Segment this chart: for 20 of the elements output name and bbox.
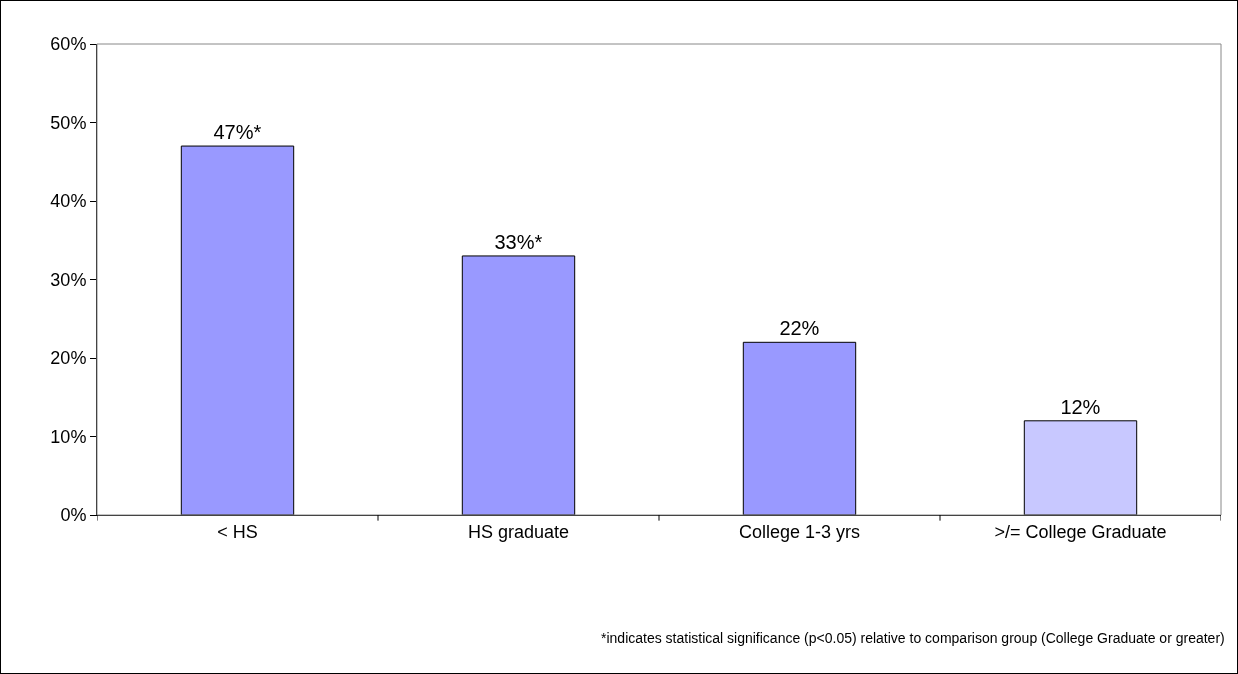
x-tick-label: College 1-3 yrs [738,521,861,542]
text: *indicates statistical significance (p<0.05) relative to comparison group (College Graduate or greater) [601,630,1225,646]
x-tick-label: HS graduate [467,521,570,542]
bar [461,255,576,515]
bar [1023,420,1138,515]
y-tick-label: 10% [50,426,87,447]
data-label: 12% [1060,395,1101,418]
y-tick-label: 50% [50,112,87,133]
x-tick-label: < HS [217,521,258,542]
data-label: 22% [779,317,820,340]
bar [742,341,857,515]
x-tick-label: >/= College Graduate [994,521,1167,542]
y-tick-label: 0% [60,505,87,526]
y-tick-label: 40% [50,191,87,212]
y-tick-label: 20% [50,348,87,369]
bar [180,145,295,515]
y-tick-label: 60% [50,34,87,55]
data-label: 47%* [213,121,262,144]
y-tick-label: 30% [50,269,87,290]
data-label: 33%* [494,230,543,253]
